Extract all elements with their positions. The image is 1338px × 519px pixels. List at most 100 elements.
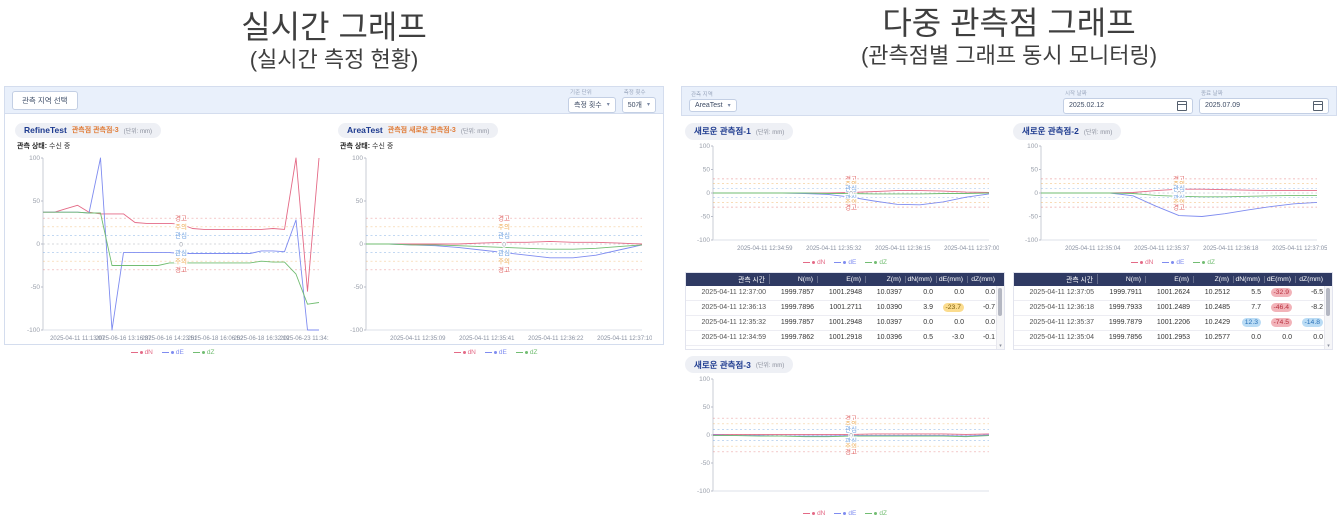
- count-select[interactable]: 50개 ▾: [622, 97, 656, 113]
- table-cell: 1999.7857: [770, 319, 818, 326]
- legend-item-dZ[interactable]: dZ: [193, 349, 215, 356]
- table-cell: 0.0: [1265, 334, 1296, 341]
- legend-item-dN[interactable]: dN: [803, 510, 825, 517]
- page-subtitle-left: (실시간 측정 현황): [0, 46, 668, 74]
- table-cell: 1001.2948: [818, 319, 866, 326]
- unit-label: (단위: mm): [756, 360, 784, 369]
- legend-item-dZ[interactable]: dZ: [516, 349, 538, 356]
- select-area-button[interactable]: 관측 지역 선택: [12, 91, 78, 110]
- calendar-icon: [1313, 101, 1323, 111]
- table-cell: 10.0390: [866, 304, 906, 311]
- area-select[interactable]: AreaTest ▾: [689, 99, 737, 112]
- svg-text:0: 0: [179, 241, 183, 248]
- svg-text:-100: -100: [697, 237, 710, 244]
- legend-item-dN[interactable]: dN: [454, 349, 476, 356]
- table-scrollbar[interactable]: ▾: [1324, 286, 1332, 349]
- column-header: Z(m): [1194, 276, 1234, 283]
- alert-badge: -32.9: [1271, 288, 1293, 297]
- start-date-input[interactable]: 2025.02.12: [1063, 98, 1193, 114]
- chevron-down-icon: ▾: [647, 101, 650, 108]
- legend-item-dZ[interactable]: dZ: [865, 259, 887, 266]
- column-header: dN(mm): [1234, 276, 1265, 283]
- alert-badge: -74.5: [1271, 318, 1293, 327]
- chart-legend: dN dE dZ: [1013, 257, 1333, 268]
- criteria-label: 기준 단위: [568, 88, 592, 96]
- multi-panel: 관측 지역 AreaTest ▾ 시작 날짜 2025.02.12 종료 날짜 …: [681, 86, 1337, 519]
- table-cell: -8.2: [1296, 304, 1327, 311]
- svg-text:50: 50: [703, 404, 711, 411]
- page-title-right: 다중 관측점 그래프: [680, 4, 1338, 42]
- scrollbar-thumb[interactable]: [1326, 288, 1330, 316]
- end-date-input[interactable]: 2025.07.09: [1199, 98, 1329, 114]
- column-header: 관측 시간: [1014, 274, 1098, 284]
- svg-text:2025-04-11 12:37:00: 2025-04-11 12:37:00: [944, 246, 999, 252]
- legend-item-dE[interactable]: dE: [162, 349, 184, 356]
- svg-text:0: 0: [1034, 190, 1038, 197]
- unit-label: (단위: mm): [1084, 127, 1112, 136]
- svg-text:관심: 관심: [175, 248, 187, 257]
- svg-text:50: 50: [356, 198, 364, 205]
- column-header: dE(mm): [1265, 276, 1296, 283]
- criteria-select[interactable]: 측정 횟수 ▾: [568, 97, 616, 113]
- legend-item-dN[interactable]: dN: [1131, 259, 1153, 266]
- unit-label: (단위: mm): [756, 127, 784, 136]
- svg-text:2025-04-11 12:35:37: 2025-04-11 12:35:37: [1134, 246, 1190, 252]
- legend-item-dZ[interactable]: dZ: [865, 510, 887, 517]
- alert-badge: -23.7: [943, 303, 965, 312]
- table-cell: 1001.2624: [1146, 289, 1194, 296]
- table-cell: -14.8: [1296, 318, 1327, 327]
- page-subtitle-right: (관측점별 그래프 동시 모니터링): [680, 42, 1338, 70]
- legend-item-dN[interactable]: dN: [131, 349, 153, 356]
- legend-item-dZ[interactable]: dZ: [1193, 259, 1215, 266]
- table-row-partial: [686, 346, 1004, 350]
- chart-legend: dN dE dZ: [685, 508, 1005, 519]
- table-cell: -0.1: [968, 334, 999, 341]
- legend-item-dE[interactable]: dE: [485, 349, 507, 356]
- svg-text:2025-04-11 12:35:32: 2025-04-11 12:35:32: [806, 246, 862, 252]
- legend-item-dE[interactable]: dE: [834, 259, 856, 266]
- column-header: N(m): [1098, 276, 1146, 283]
- table-cell: 1001.2918: [818, 334, 866, 341]
- table-row-partial: [1014, 346, 1332, 350]
- svg-text:2025-04-11 12:36:15: 2025-04-11 12:36:15: [875, 246, 931, 252]
- table-cell: 10.2485: [1194, 304, 1234, 311]
- column-header: dZ(mm): [968, 276, 999, 283]
- legend-item-dN[interactable]: dN: [803, 259, 825, 266]
- chart-legend: dN dE dZ: [685, 257, 1005, 268]
- table-scrollbar[interactable]: ▾: [996, 286, 1004, 349]
- scroll-down-icon[interactable]: ▾: [997, 343, 1004, 349]
- svg-text:2025-04-11 12:35:09: 2025-04-11 12:35:09: [390, 336, 446, 342]
- table-cell: 0.0: [1234, 334, 1265, 341]
- svg-text:주의: 주의: [498, 257, 510, 266]
- scrollbar-thumb[interactable]: [998, 288, 1002, 316]
- station-name: 관측점 새로운 관측점-3: [388, 125, 456, 135]
- end-date-label: 종료 날짜: [1199, 89, 1223, 97]
- table-cell: 0.0: [906, 319, 937, 326]
- legend-item-dE[interactable]: dE: [1162, 259, 1184, 266]
- chart-block-refinetest: RefineTest 관측점 관측점-3 (단위: mm) 관측 상태: 수신 …: [11, 118, 334, 360]
- site-name: RefineTest: [24, 125, 67, 135]
- scroll-down-icon[interactable]: ▾: [1325, 343, 1332, 349]
- table-cell: -74.5: [1265, 318, 1296, 327]
- svg-text:관심: 관심: [498, 248, 510, 257]
- table-cell: -0.7: [968, 304, 999, 311]
- legend-item-dE[interactable]: dE: [834, 510, 856, 517]
- svg-text:관심: 관심: [498, 231, 510, 240]
